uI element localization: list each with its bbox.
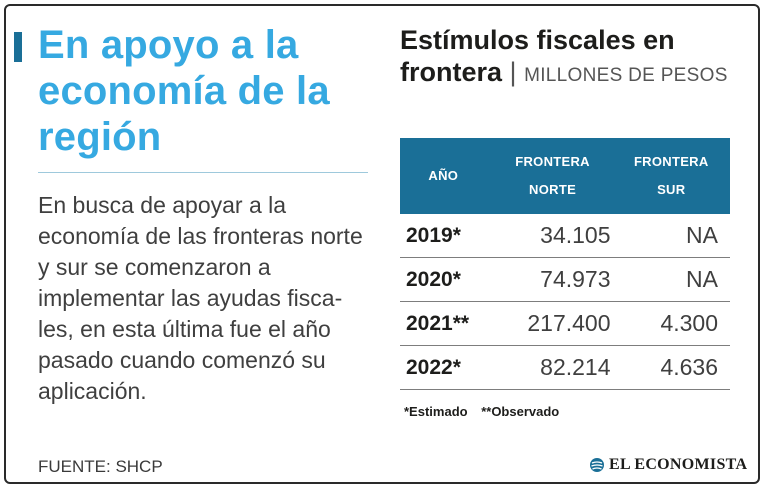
table-row: 2021** 217.400 4.300 xyxy=(400,301,730,346)
table-title: Estímulos fiscales en frontera | MILLONE… xyxy=(400,24,730,92)
header-sur-line1: FRONTERA xyxy=(633,154,709,169)
row-year: 2022* xyxy=(400,345,493,390)
row-year: 2020* xyxy=(400,257,493,302)
row-sur-value: NA xyxy=(612,257,730,302)
header-frontera-norte: FRONTERA NORTE xyxy=(492,138,613,214)
header-sur-line2: SUR xyxy=(657,182,686,197)
brand-name: EL ECONOMISTA xyxy=(609,456,748,473)
table-header-row: AÑO FRONTERA NORTE FRONTERA SUR xyxy=(400,138,730,214)
row-norte-value: 74.973 xyxy=(492,257,613,302)
headline-accent-bar xyxy=(14,32,22,62)
footnote-estimado: *Estimado xyxy=(404,404,468,419)
row-year: 2021** xyxy=(400,301,493,346)
brand-logo: EL ECONOMISTA xyxy=(589,456,747,474)
headline-divider xyxy=(38,172,368,173)
table-row: 2022* 82.214 4.636 xyxy=(400,345,730,390)
header-norte-line1: FRONTERA xyxy=(515,154,590,169)
header-frontera-sur: FRONTERA SUR xyxy=(612,138,730,214)
row-year: 2019* xyxy=(400,214,493,258)
footnote-observado: **Observado xyxy=(481,404,560,419)
headline: En apoyo a la economía de la región xyxy=(38,23,330,159)
body-paragraph: En busca de apoyar a la economía de las … xyxy=(38,192,363,404)
fiscal-stimulus-table: AÑO FRONTERA NORTE FRONTERA SUR 2019* 34… xyxy=(400,138,730,390)
row-sur-value: NA xyxy=(612,214,730,258)
table-row: 2020* 74.973 NA xyxy=(400,257,730,302)
row-sur-value: 4.300 xyxy=(612,301,730,346)
row-norte-value: 34.105 xyxy=(492,214,613,258)
brand-globe-icon xyxy=(590,458,604,472)
row-sur-value: 4.636 xyxy=(612,345,730,390)
table-unit: MILLONES DE PESOS xyxy=(524,65,728,86)
source-label: FUENTE: SHCP xyxy=(38,457,163,476)
header-year: AÑO xyxy=(400,138,493,214)
table-title-separator: | xyxy=(509,57,517,87)
row-norte-value: 217.400 xyxy=(492,301,613,346)
table-row: 2019* 34.105 NA xyxy=(400,214,730,258)
row-norte-value: 82.214 xyxy=(492,345,613,390)
table-title-main: Estímulos fiscales en frontera xyxy=(400,25,675,87)
header-norte-line2: NORTE xyxy=(529,182,577,197)
table-footnotes: *Estimado **Observado xyxy=(404,404,569,419)
infographic-frame: En apoyo a la economía de la región En b… xyxy=(4,4,760,484)
